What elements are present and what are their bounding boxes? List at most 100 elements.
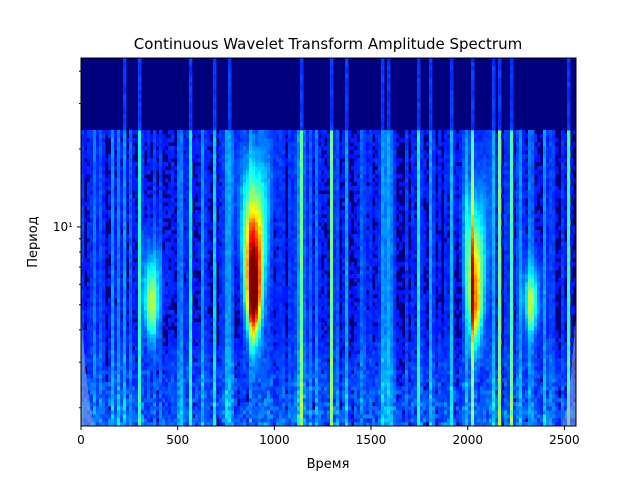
heatmap-cell xyxy=(222,422,226,426)
heatmap-cell xyxy=(258,138,262,143)
heatmap-cell xyxy=(84,338,88,343)
heatmap-cell xyxy=(264,146,268,151)
heatmap-cell xyxy=(273,350,277,355)
heatmap-cell xyxy=(216,406,220,411)
heatmap-cell xyxy=(168,170,172,175)
heatmap-cell xyxy=(174,410,178,415)
heatmap-cell xyxy=(219,166,223,171)
heatmap-cell xyxy=(123,406,127,411)
heatmap-cell xyxy=(174,166,178,171)
heatmap-cell xyxy=(123,422,127,426)
heatmap-cell xyxy=(294,334,298,339)
heatmap-cell xyxy=(114,234,118,239)
heatmap-cell xyxy=(165,198,169,203)
heatmap-cell xyxy=(198,326,202,331)
heatmap-cell xyxy=(120,222,124,227)
heatmap-cell xyxy=(204,290,208,295)
heatmap-cell xyxy=(129,266,133,271)
heatmap-cell xyxy=(237,234,241,239)
heatmap-cell xyxy=(171,266,175,271)
heatmap-cell xyxy=(255,346,259,351)
heatmap-cell xyxy=(237,138,241,143)
heatmap-cell xyxy=(204,322,208,327)
heatmap-cell xyxy=(297,214,301,219)
heatmap-cell xyxy=(252,174,256,179)
heatmap-cell xyxy=(207,226,211,231)
heatmap-cell xyxy=(282,294,286,299)
heatmap-cell xyxy=(279,314,283,319)
heatmap-cell xyxy=(222,390,226,395)
heatmap-cell xyxy=(102,406,106,411)
heatmap-cell xyxy=(294,302,298,307)
heatmap-cell xyxy=(87,366,91,371)
heatmap-cell xyxy=(258,218,262,223)
heatmap-cell xyxy=(135,130,139,135)
heatmap-cell xyxy=(183,174,187,179)
heatmap-cell xyxy=(177,210,181,215)
heatmap-cell xyxy=(93,314,97,319)
heatmap-cell xyxy=(252,186,256,191)
heatmap-cell xyxy=(99,210,103,215)
heatmap-cell xyxy=(258,390,262,395)
heatmap-cell xyxy=(294,306,298,311)
heatmap-cell xyxy=(249,394,253,399)
heatmap-cell xyxy=(231,186,235,191)
heatmap-cell xyxy=(99,238,103,243)
heatmap-cell xyxy=(270,206,274,211)
heatmap-cell xyxy=(249,386,253,391)
heatmap-cell xyxy=(189,206,193,211)
heatmap-cell xyxy=(258,338,262,343)
heatmap-cell xyxy=(120,350,124,355)
heatmap-cell xyxy=(207,342,211,347)
heatmap-cell xyxy=(129,358,133,363)
heatmap-cell xyxy=(219,370,223,375)
heatmap-cell xyxy=(192,182,196,187)
heatmap-cell xyxy=(288,334,292,339)
heatmap-cell xyxy=(273,378,277,383)
heatmap-cell xyxy=(102,390,106,395)
heatmap-cell xyxy=(108,134,112,139)
heatmap-cell xyxy=(279,254,283,259)
heatmap-cell xyxy=(258,250,262,255)
heatmap-cell xyxy=(189,290,193,295)
heatmap-cell xyxy=(102,250,106,255)
heatmap-cell xyxy=(273,422,277,426)
heatmap-cell xyxy=(201,238,205,243)
heatmap-cell xyxy=(294,338,298,343)
heatmap-cell xyxy=(273,386,277,391)
heatmap-cell xyxy=(201,302,205,307)
heatmap-cell xyxy=(180,254,184,259)
heatmap-cell xyxy=(219,302,223,307)
heatmap-cell xyxy=(180,386,184,391)
heatmap-cell xyxy=(132,326,136,331)
heatmap-cell xyxy=(258,278,262,283)
heatmap-cell xyxy=(99,338,103,343)
heatmap-cell xyxy=(105,238,109,243)
heatmap-cell xyxy=(99,294,103,299)
heatmap-cell xyxy=(114,350,118,355)
heatmap-cell xyxy=(237,378,241,383)
heatmap-cell xyxy=(84,362,88,367)
heatmap-cell xyxy=(279,186,283,191)
heatmap-cell xyxy=(288,358,292,363)
heatmap-cell xyxy=(270,390,274,395)
heatmap-cell xyxy=(93,326,97,331)
heatmap-cell xyxy=(141,282,145,287)
heatmap-cell xyxy=(201,146,205,151)
heatmap-cell xyxy=(219,318,223,323)
heatmap-cell xyxy=(153,226,157,231)
heatmap-cell xyxy=(291,242,295,247)
heatmap-cell xyxy=(276,134,280,139)
heatmap-cell xyxy=(213,334,217,339)
heatmap-cell xyxy=(264,334,268,339)
heatmap-cell xyxy=(183,370,187,375)
heatmap-cell xyxy=(231,226,235,231)
heatmap-cell xyxy=(294,414,298,419)
heatmap-cell xyxy=(177,322,181,327)
heatmap-cell xyxy=(153,370,157,375)
heatmap-cell xyxy=(249,402,253,407)
heatmap-cell xyxy=(237,158,241,163)
heatmap-cell xyxy=(99,326,103,331)
heatmap-cell xyxy=(201,234,205,239)
heatmap-cell xyxy=(171,358,175,363)
